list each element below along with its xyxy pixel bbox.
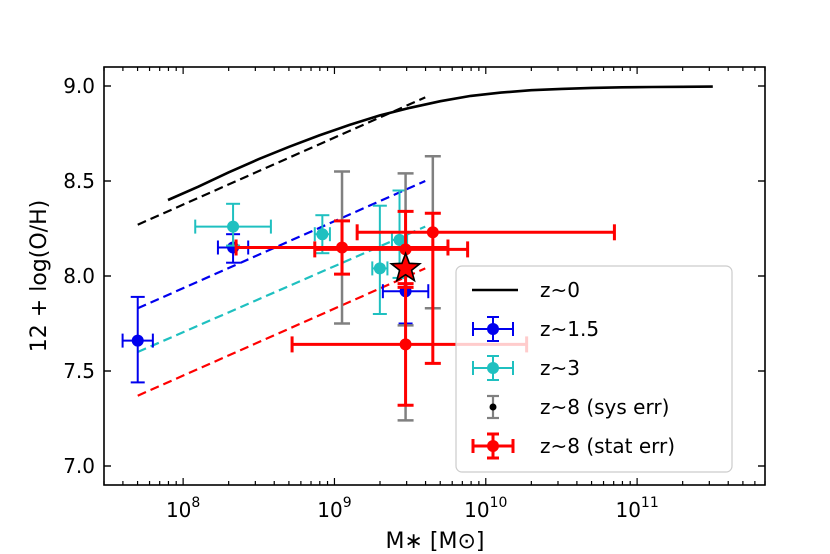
legend-entry-1-label: z~1.5 [540,317,599,341]
legend-entry-3-marker [489,403,497,411]
y-axis-label: 12 + log(O/H) [27,200,52,352]
point-z-8-stat-err--1-marker [399,243,412,256]
x-tick-base-1: 10 [317,498,342,522]
x-tick-base-0: 10 [166,498,191,522]
legend-entry-2-marker [487,362,499,374]
x-tick-base-3: 10 [615,498,640,522]
dashed-fit-line-0 [137,179,426,310]
x-tick-exponent-3: 11 [641,495,659,511]
dashed-fit-line-2 [137,267,426,397]
point-z-3-1-marker [316,228,329,241]
x-tick-label-3: 1011 [615,495,658,522]
star-marker [389,251,422,283]
point-z-3-2-marker [373,262,386,275]
point-z-8-stat-err--2-marker [399,338,412,351]
legend-entry-4-label: z~8 (stat err) [540,434,675,458]
legend-entry-4-marker [487,440,499,452]
point-z-3-3-marker [393,233,406,246]
dashed-fit-line-1 [137,225,426,354]
z0-relation-curve [167,85,713,202]
y-tick-label-0: 7.0 [63,454,95,478]
curve-layer [137,85,713,397]
x-tick-label-2: 1010 [464,495,507,522]
x-tick-exponent-2: 10 [490,495,508,511]
legend-entry-2-label: z~3 [540,356,580,380]
point-z-8-stat-err--3-marker [426,226,439,239]
legend-box [455,265,733,473]
y-tick-label-4: 9.0 [63,74,95,98]
x-tick-exponent-0: 8 [191,495,200,511]
legend-entry-0-label: z~0 [540,278,580,302]
y-tick-label-1: 7.5 [63,359,95,383]
x-tick-base-2: 10 [464,498,489,522]
point-z-1-5-0-marker [131,334,144,347]
point-z-3-0-marker [227,220,240,233]
legend: z~0 z~1.5 z~3 z~8 (sys err) z~8 (stat err) [455,265,733,473]
y-tick-label-3: 8.5 [63,169,95,193]
x-tick-exponent-1: 9 [343,495,352,511]
x-tick-label-1: 109 [317,495,351,522]
y-tick-label-2: 8.0 [63,264,95,288]
x-tick-label-0: 108 [166,495,200,522]
x-axis-label: M∗ [M⊙] [386,529,485,554]
z0-dashed-fit [137,96,426,226]
legend-entry-3-label: z~8 (sys err) [540,395,669,419]
point-z-8-stat-err--0-marker [336,241,349,254]
legend-entry-1-marker [487,323,499,335]
